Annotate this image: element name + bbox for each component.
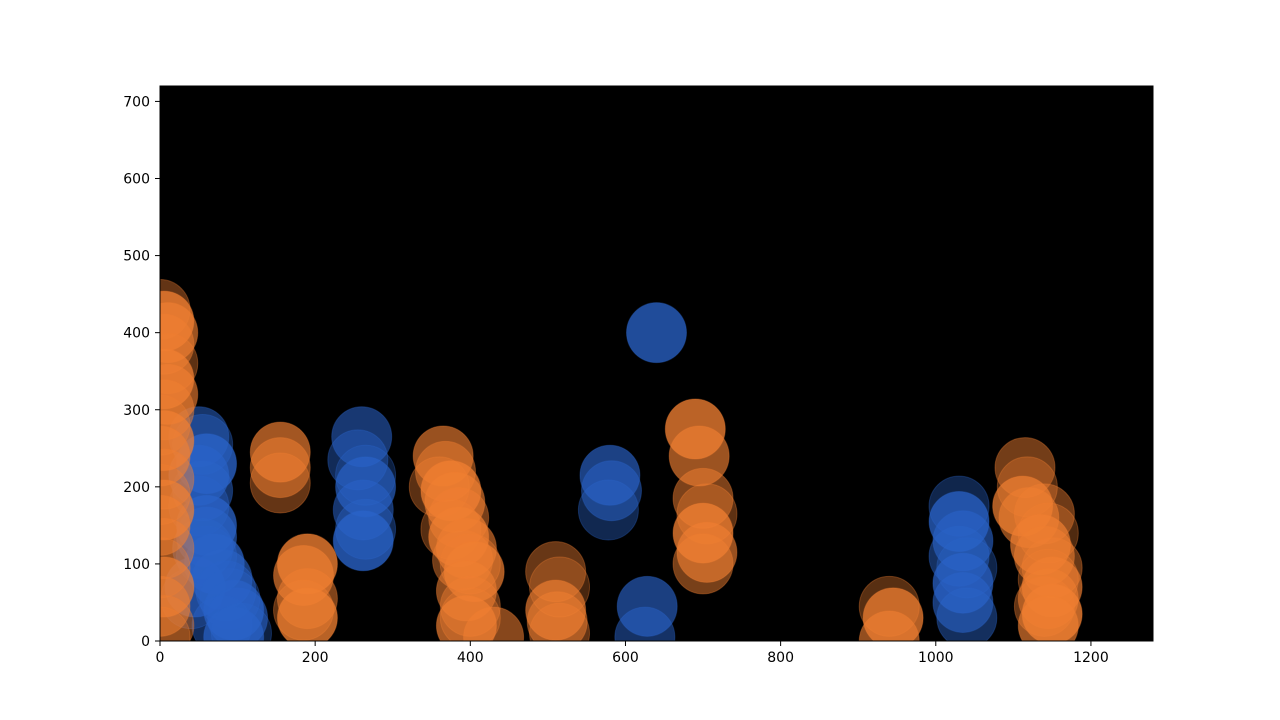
y-tick-label: 300	[123, 403, 150, 419]
data-point	[160, 425, 191, 487]
x-tick-label: 600	[612, 650, 639, 666]
y-tick-label: 500	[123, 249, 150, 265]
x-tick-label: 200	[302, 650, 329, 666]
data-point	[529, 602, 591, 641]
x-tick-label: 800	[767, 650, 794, 666]
data-point	[858, 610, 920, 641]
data-point	[577, 479, 639, 541]
data-point	[249, 437, 311, 499]
y-tick-label: 200	[123, 480, 150, 496]
data-point	[160, 595, 195, 641]
data-point	[463, 606, 525, 641]
data-point	[936, 587, 998, 641]
data-point	[1017, 595, 1079, 641]
data-point	[160, 575, 191, 637]
y-tick-label: 700	[123, 94, 150, 110]
data-point	[581, 460, 643, 522]
y-tick-label: 600	[123, 172, 150, 188]
data-point	[672, 533, 734, 595]
x-axis: 0 200 400 600 800 1000 1200	[156, 641, 1109, 666]
plot-frame	[159, 85, 1154, 642]
data-point	[249, 452, 311, 514]
data-point	[160, 494, 191, 556]
data-point	[614, 606, 676, 641]
data-point	[203, 606, 265, 641]
x-tick-label: 0	[156, 650, 165, 666]
y-axis: 0 100 200 300 400 500 600 700	[123, 94, 160, 650]
data-point	[526, 591, 588, 641]
data-points	[160, 279, 1083, 641]
x-tick-label: 400	[457, 650, 484, 666]
data-point	[332, 510, 394, 572]
data-point	[276, 587, 338, 641]
y-tick-label: 0	[141, 634, 150, 650]
data-point	[160, 606, 191, 641]
data-point	[932, 571, 994, 633]
data-point	[626, 302, 687, 364]
x-tick-label: 1200	[1073, 650, 1109, 666]
y-tick-label: 100	[123, 557, 150, 573]
y-tick-label: 400	[123, 326, 150, 342]
x-tick-label: 1000	[918, 650, 954, 666]
